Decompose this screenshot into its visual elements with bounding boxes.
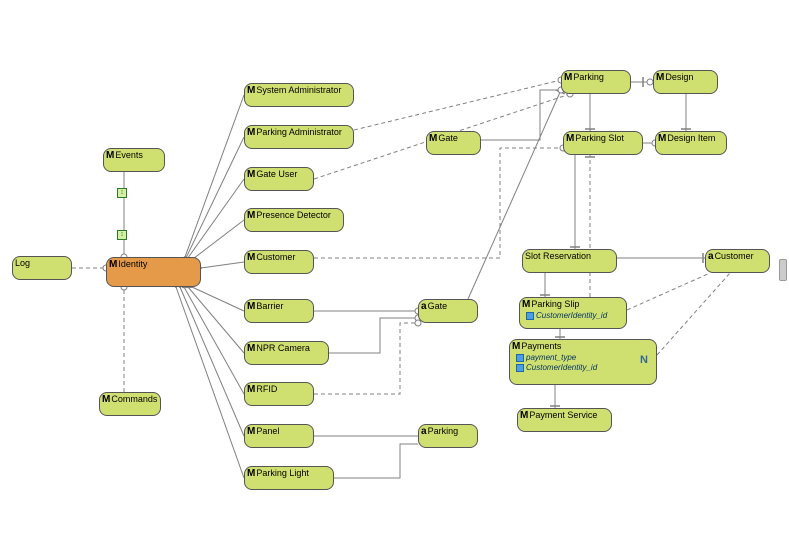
node-label: Identity (118, 260, 147, 270)
attr-text: CustomerIdentity_id (536, 311, 607, 320)
node-badge: M (247, 128, 255, 138)
node-label: Panel (256, 427, 279, 437)
side-handle[interactable] (779, 259, 787, 281)
node-label: System Administrator (256, 86, 341, 96)
node-npr[interactable]: MNPR Camera (244, 341, 329, 365)
node-badge: M (429, 134, 437, 144)
node-badge: M (102, 395, 110, 405)
node-badge: M (109, 260, 117, 270)
node-badge: M (247, 170, 255, 180)
node-rfid[interactable]: MRFID (244, 382, 314, 406)
node-badge: M (512, 342, 520, 352)
node-label: Parking (573, 73, 604, 83)
node-badge: M (247, 253, 255, 263)
node-payments[interactable]: MPaymentspayment_typeCustomerIdentity_id… (509, 339, 657, 385)
node-label: Slot Reservation (525, 252, 591, 262)
node-badge: a (421, 302, 427, 312)
node-design[interactable]: MDesign (653, 70, 718, 94)
n-badge: N (640, 354, 648, 366)
attr-icon (516, 364, 524, 372)
node-badge: M (106, 151, 114, 161)
diagram-canvas: LogMIdentityMEventsMCommandsMSystem Admi… (0, 0, 789, 548)
node-badge: a (708, 252, 714, 262)
node-agate[interactable]: aGate (418, 299, 478, 323)
node-badge: M (247, 211, 255, 221)
node-parkadmin[interactable]: MParking Administrator (244, 125, 354, 149)
attr-row: payment_type (516, 353, 652, 362)
expand-icon[interactable]: ↕ (117, 230, 127, 240)
node-label: Parking Slip (531, 300, 579, 310)
node-presence[interactable]: MPresence Detector (244, 208, 344, 232)
node-badge: M (247, 385, 255, 395)
node-badge: M (247, 302, 255, 312)
node-gateuser[interactable]: MGate User (244, 167, 314, 191)
node-mgate[interactable]: MGate (426, 131, 481, 155)
node-badge: M (247, 427, 255, 437)
node-mcustomer[interactable]: MCustomer (244, 250, 314, 274)
attr-row: CustomerIdentity_id (526, 311, 622, 320)
node-badge: M (656, 73, 664, 83)
node-badge: a (421, 427, 427, 437)
node-label: Presence Detector (256, 211, 331, 221)
node-label: Design Item (667, 134, 715, 144)
node-paysvc[interactable]: MPayment Service (517, 408, 612, 432)
node-slotres[interactable]: Slot Reservation (522, 249, 617, 273)
node-badge: M (520, 411, 528, 421)
attr-text: CustomerIdentity_id (526, 363, 597, 372)
node-label: Design (665, 73, 693, 83)
attr-text: payment_type (526, 353, 576, 362)
node-badge: M (247, 86, 255, 96)
node-label: Customer (715, 252, 754, 262)
node-label: Customer (256, 253, 295, 263)
node-label: Commands (111, 395, 157, 405)
node-badge: M (247, 344, 255, 354)
node-label: Parking (428, 427, 459, 437)
node-panel[interactable]: MPanel (244, 424, 314, 448)
node-pslip[interactable]: MParking SlipCustomerIdentity_id (519, 297, 627, 329)
node-barrier[interactable]: MBarrier (244, 299, 314, 323)
node-aparking[interactable]: aParking (418, 424, 478, 448)
node-badge: M (247, 469, 255, 479)
node-plight[interactable]: MParking Light (244, 466, 334, 490)
node-label: Events (115, 151, 143, 161)
node-commands[interactable]: MCommands (99, 392, 161, 416)
node-badge: M (564, 73, 572, 83)
attr-row: CustomerIdentity_id (516, 363, 652, 372)
node-badge: M (566, 134, 574, 144)
node-identity[interactable]: MIdentity (106, 257, 201, 287)
node-badge: M (658, 134, 666, 144)
node-label: Log (15, 259, 30, 269)
attr-icon (516, 354, 524, 362)
node-label: Payment Service (529, 411, 597, 421)
node-label: Gate User (256, 170, 297, 180)
node-label: NPR Camera (256, 344, 310, 354)
node-label: Payments (521, 342, 561, 352)
node-label: RFID (256, 385, 277, 395)
node-label: Gate (438, 134, 458, 144)
node-label: Parking Slot (575, 134, 624, 144)
node-sysadmin[interactable]: MSystem Administrator (244, 83, 354, 107)
node-log[interactable]: Log (12, 256, 72, 280)
node-designitem[interactable]: MDesign Item (655, 131, 727, 155)
node-parking[interactable]: MParking (561, 70, 631, 94)
expand-icon[interactable]: ↕ (117, 188, 127, 198)
node-label: Gate (428, 302, 448, 312)
attr-icon (526, 312, 534, 320)
node-pslot[interactable]: MParking Slot (563, 131, 643, 155)
node-events[interactable]: MEvents (103, 148, 165, 172)
node-label: Parking Administrator (256, 128, 342, 138)
node-label: Barrier (256, 302, 283, 312)
node-acustomer[interactable]: aCustomer (705, 249, 770, 273)
node-badge: M (522, 300, 530, 310)
node-label: Parking Light (256, 469, 309, 479)
